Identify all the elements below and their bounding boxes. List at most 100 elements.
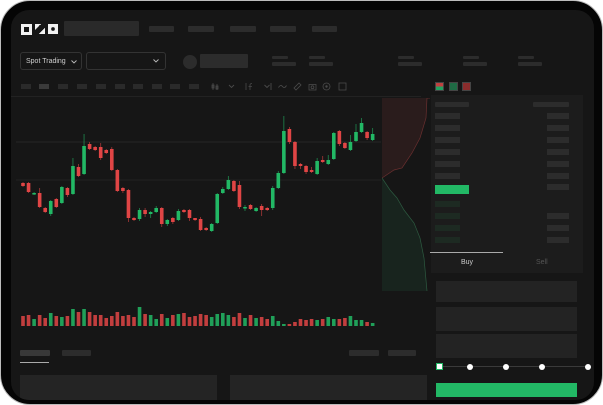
slider-stop[interactable] xyxy=(467,364,473,370)
orderbook-asks-icon[interactable] xyxy=(462,82,471,91)
ask-amount[interactable] xyxy=(547,184,569,190)
stat-value xyxy=(398,62,422,66)
slider-stop[interactable] xyxy=(585,364,591,370)
timeframe-button[interactable] xyxy=(39,84,49,89)
orderbook-both-icon[interactable] xyxy=(435,82,444,91)
timeframe-button[interactable] xyxy=(189,84,199,89)
candle xyxy=(332,133,336,159)
ask-amount[interactable] xyxy=(547,125,569,131)
bottom-more-button[interactable] xyxy=(388,350,416,356)
market-type-dropdown[interactable]: Spot Trading xyxy=(20,52,82,70)
amount-slider-track[interactable] xyxy=(439,366,589,367)
volume-bar xyxy=(176,314,181,326)
buy-tab[interactable]: Buy xyxy=(461,259,474,266)
line-icon[interactable] xyxy=(278,82,287,91)
candle xyxy=(315,161,319,174)
volume-bar xyxy=(326,317,331,326)
ask-price[interactable] xyxy=(435,149,460,155)
bid-price[interactable] xyxy=(435,201,460,207)
nav-item[interactable] xyxy=(188,26,214,32)
depth-asks-area xyxy=(382,98,430,178)
orderbook-bids-icon[interactable] xyxy=(449,82,458,91)
ask-amount[interactable] xyxy=(547,161,569,167)
candle xyxy=(287,129,292,142)
price-input[interactable] xyxy=(436,281,577,302)
ask-amount[interactable] xyxy=(547,149,569,155)
timeframe-button[interactable] xyxy=(133,84,143,89)
price-display xyxy=(200,54,248,68)
bid-amount[interactable] xyxy=(547,213,569,219)
candle xyxy=(215,194,220,223)
ask-amount[interactable] xyxy=(547,137,569,143)
ask-price[interactable] xyxy=(435,137,460,143)
candle xyxy=(237,185,242,207)
depth-chart xyxy=(382,98,430,291)
stat-label xyxy=(463,56,479,59)
camera-icon[interactable] xyxy=(308,82,317,91)
candle xyxy=(32,193,36,195)
nav-item[interactable] xyxy=(270,26,296,32)
candle xyxy=(326,160,331,164)
slider-stop[interactable] xyxy=(503,364,509,370)
volume-bar xyxy=(104,318,109,326)
volume-bar xyxy=(359,320,364,326)
stat-value xyxy=(272,62,296,66)
settings-icon[interactable] xyxy=(322,82,331,91)
nav-item[interactable] xyxy=(149,26,174,32)
slider-stop[interactable] xyxy=(539,364,545,370)
ask-price[interactable] xyxy=(435,161,460,167)
candle xyxy=(60,187,64,203)
candle xyxy=(98,147,103,158)
fullscreen-icon[interactable] xyxy=(338,82,347,91)
ask-price[interactable] xyxy=(435,125,460,131)
sell-tab[interactable]: Sell xyxy=(536,259,548,266)
candle xyxy=(165,220,170,224)
candle xyxy=(48,201,53,214)
nav-item[interactable] xyxy=(312,26,337,32)
ask-amount[interactable] xyxy=(547,173,569,179)
orders-panel-left xyxy=(20,375,217,400)
timeframe-button[interactable] xyxy=(77,84,87,89)
buy-button[interactable] xyxy=(436,383,577,397)
candlestick-icon[interactable] xyxy=(211,82,220,91)
timeframe-button[interactable] xyxy=(152,84,162,89)
ask-price[interactable] xyxy=(435,113,460,119)
chevron-down-icon[interactable] xyxy=(227,82,236,91)
bid-price[interactable] xyxy=(435,213,460,219)
volume-bar xyxy=(60,317,64,326)
volume-bar xyxy=(110,316,114,326)
timeframe-button[interactable] xyxy=(170,84,180,89)
bottom-tab-history[interactable] xyxy=(62,350,91,356)
search-input[interactable] xyxy=(64,21,139,36)
timeframe-button[interactable] xyxy=(21,84,31,89)
volume-bar xyxy=(32,319,36,326)
ask-amount[interactable] xyxy=(547,113,569,119)
pair-dropdown[interactable] xyxy=(86,52,166,70)
timeframe-button[interactable] xyxy=(58,84,68,89)
bid-amount[interactable] xyxy=(547,237,569,243)
candlestick-chart[interactable] xyxy=(16,98,381,341)
nav-item[interactable] xyxy=(230,26,256,32)
orderbook-header-price xyxy=(435,102,469,107)
bid-amount[interactable] xyxy=(547,225,569,231)
volume-bar xyxy=(237,313,242,326)
volume-bar xyxy=(143,314,147,326)
bottom-filter-button[interactable] xyxy=(349,350,379,356)
candle xyxy=(282,131,286,173)
amount-input[interactable] xyxy=(436,307,577,331)
okx-logo[interactable] xyxy=(21,24,58,35)
ruler-icon[interactable] xyxy=(293,82,302,91)
candle xyxy=(26,183,31,192)
bottom-tab-open-orders[interactable] xyxy=(20,350,50,356)
timeframe-button[interactable] xyxy=(115,84,125,89)
indicator-icon[interactable] xyxy=(245,82,254,91)
slider-handle[interactable] xyxy=(436,363,443,370)
timeframe-button[interactable] xyxy=(96,84,106,89)
chevron-down-icon[interactable] xyxy=(263,82,272,91)
bid-price[interactable] xyxy=(435,225,460,231)
bid-price[interactable] xyxy=(435,237,460,243)
total-input[interactable] xyxy=(436,334,577,358)
volume-bar xyxy=(54,316,59,326)
ask-price[interactable] xyxy=(435,173,460,179)
candle xyxy=(137,210,142,219)
